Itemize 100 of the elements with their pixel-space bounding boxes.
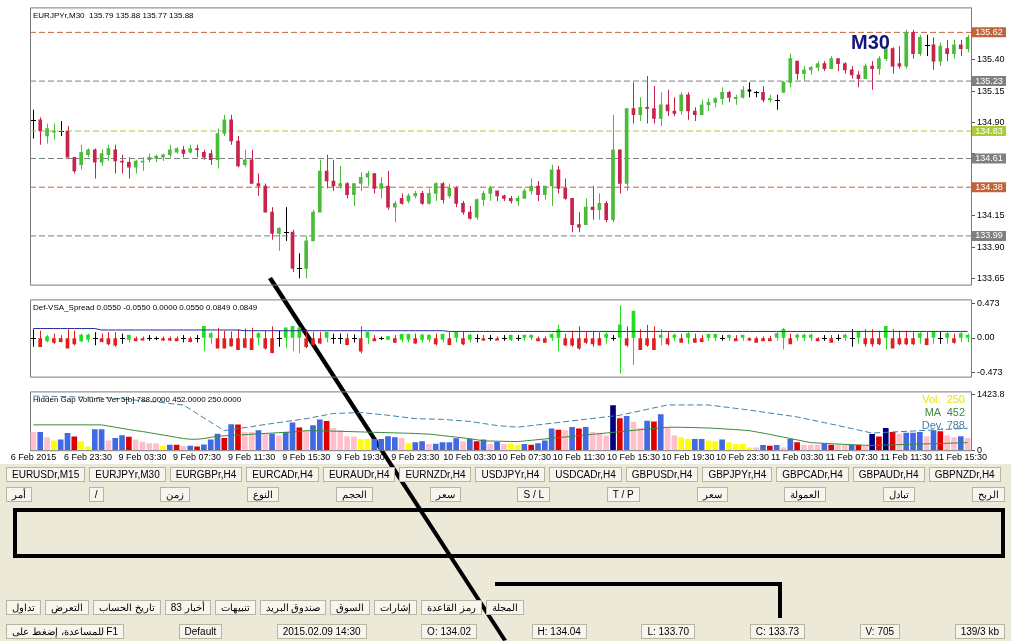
bar xyxy=(569,426,575,451)
candlestick xyxy=(638,328,643,351)
candlestick xyxy=(679,91,684,116)
text: تداول xyxy=(6,599,41,615)
text: سعر xyxy=(429,486,461,502)
bar xyxy=(862,445,869,451)
bar xyxy=(828,444,835,451)
candlestick xyxy=(296,252,303,279)
bar xyxy=(426,444,432,451)
candlestick xyxy=(433,181,438,202)
candlestick xyxy=(236,328,240,351)
text: Vol. 250 xyxy=(922,392,965,405)
bar xyxy=(651,421,657,451)
y-tick-label: 134.15 xyxy=(977,210,1005,221)
chart-title: EURJPYr,M30 135.79 135.88 135.77 135.88 xyxy=(33,10,195,20)
candlestick xyxy=(918,34,922,57)
x-tick-label: 10 Feb 03:30 xyxy=(443,452,497,463)
text: للمساعدة، إضغط على F1 xyxy=(6,623,125,639)
text: GBPAUDr,H4 xyxy=(852,466,925,482)
chart-title: Def-VSA_Spread 0.0550 -0.0550 0.0000 0.0550 0.0849 0.0849 xyxy=(33,302,258,312)
bar xyxy=(937,431,944,451)
ref-line-label: 134.61 xyxy=(975,152,1003,163)
ref-line-label: 133.99 xyxy=(975,230,1003,241)
y-tick-label: 135.15 xyxy=(977,85,1005,96)
bar xyxy=(869,434,875,451)
text: EURJPYr,M30 xyxy=(89,466,166,482)
text: USDCADr,H4 xyxy=(549,466,622,482)
text: S / L xyxy=(517,486,551,502)
bar xyxy=(671,435,678,451)
bar xyxy=(767,445,773,451)
ref-line-label: 134.83 xyxy=(975,125,1003,136)
x-tick-label: 6 Feb 2015 xyxy=(10,452,57,463)
text: أمر xyxy=(6,486,32,502)
bar xyxy=(473,441,480,451)
text: العمولة xyxy=(784,486,827,502)
candlestick xyxy=(686,91,690,121)
bar xyxy=(753,447,760,451)
bar xyxy=(746,447,753,451)
bar xyxy=(610,405,616,451)
ref-line-label: 135.62 xyxy=(975,26,1003,37)
candlestick xyxy=(113,144,118,174)
text: EURNZDr,H4 xyxy=(399,466,472,482)
y-tick-label: -0.473 xyxy=(977,366,1003,377)
bar xyxy=(160,446,166,451)
bar xyxy=(644,420,650,451)
candlestick xyxy=(229,114,233,146)
text: الحجم xyxy=(335,486,373,502)
text: التعرض xyxy=(45,599,89,615)
text: / xyxy=(88,486,104,502)
candlestick xyxy=(30,328,37,348)
text: زمن xyxy=(160,486,191,502)
candlestick xyxy=(577,211,581,233)
candlestick xyxy=(263,330,268,351)
bar xyxy=(780,447,787,451)
candlestick xyxy=(337,333,344,345)
x-tick-label: 11 Feb 15:30 xyxy=(934,452,987,463)
text: H: 134.04 xyxy=(531,623,587,639)
text: أخبار 83 xyxy=(164,599,211,615)
bar xyxy=(562,430,569,451)
y-tick-label: 133.90 xyxy=(977,241,1005,252)
y-tick-label: 1423.8 xyxy=(977,389,1005,400)
series-label: Dev. 788 xyxy=(921,418,965,431)
candlestick xyxy=(652,325,656,351)
ref-line-label: 135.23 xyxy=(975,75,1003,86)
text: EURUSDr,M15 xyxy=(6,466,86,482)
bar xyxy=(166,444,173,451)
bar xyxy=(876,436,882,451)
candlestick xyxy=(604,200,609,223)
bar xyxy=(657,414,664,451)
candlestick xyxy=(638,96,643,122)
candlestick xyxy=(938,41,943,67)
x-tick-label: 10 Feb 15:30 xyxy=(606,452,660,463)
candlestick xyxy=(577,325,581,351)
y-tick-label: 0.00 xyxy=(977,332,995,343)
text: EURGBPr,H4 xyxy=(169,466,243,482)
y-tick-label: 134.90 xyxy=(977,116,1005,127)
text: L: 133.70 xyxy=(641,623,696,639)
bar xyxy=(51,440,57,451)
candlestick xyxy=(338,165,343,189)
bar xyxy=(576,428,582,451)
candlestick xyxy=(877,55,881,76)
text: GBPCADr,H4 xyxy=(776,466,849,482)
bar xyxy=(194,446,200,451)
candlestick xyxy=(658,91,663,127)
bar xyxy=(719,439,725,451)
text: النوع xyxy=(247,486,280,502)
text: 2015.02.09 14:30 xyxy=(276,623,367,639)
bar xyxy=(460,441,466,451)
text: EURCADr,H4 xyxy=(246,466,319,482)
candlestick xyxy=(30,109,37,140)
x-tick-label: 10 Feb 19:30 xyxy=(661,452,715,463)
bar xyxy=(848,444,855,451)
text: رمز القاعدة xyxy=(421,599,483,615)
candlestick xyxy=(849,328,856,348)
candlestick xyxy=(270,206,274,241)
text: الربح xyxy=(971,486,1005,502)
x-tick-label: 9 Feb 15:30 xyxy=(282,452,331,463)
bar xyxy=(528,444,535,451)
text: 139/3 kb xyxy=(954,623,1005,639)
candlestick xyxy=(924,34,931,57)
